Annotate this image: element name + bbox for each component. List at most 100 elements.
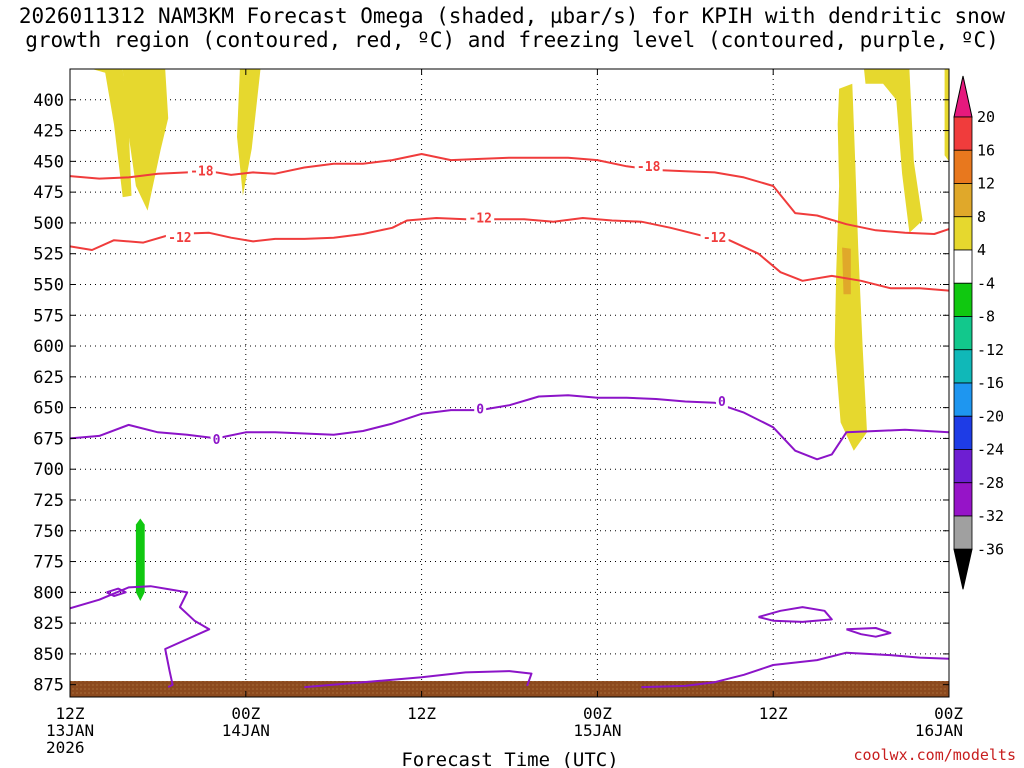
colorbar-swatch <box>953 249 973 284</box>
colorbar-label: -4 <box>977 274 995 292</box>
y-tick-label: 750 <box>33 522 64 542</box>
colorbar-swatch <box>953 149 973 184</box>
y-tick-label: 775 <box>33 553 64 573</box>
colorbar-label: -36 <box>977 540 1004 558</box>
terrain-band <box>70 680 949 697</box>
x-axis-label: Forecast Time (UTC) <box>401 749 618 768</box>
colorbar-label: -20 <box>977 407 1004 425</box>
omega-region <box>864 69 923 233</box>
omega-shading <box>92 69 949 601</box>
contour-line <box>106 587 127 597</box>
contour-label: -12 <box>468 211 491 226</box>
y-tick-label: 525 <box>33 245 64 265</box>
x-tick-label: 12Z <box>407 704 436 723</box>
x-tick-label: 15JAN <box>573 721 621 740</box>
contour-line <box>70 217 949 292</box>
y-tick-label: 675 <box>33 429 64 449</box>
contour-line <box>70 394 949 461</box>
x-tick-label: 12Z <box>56 704 85 723</box>
omega-region <box>944 69 949 162</box>
y-tick-label: 450 <box>33 152 64 172</box>
contour-labels: -18 -18 -12 -12 -12 0 0 0 <box>165 159 729 448</box>
y-tick-label: 425 <box>33 122 64 142</box>
x-tick-label: 00Z <box>231 704 260 723</box>
contour-label-bg <box>715 394 728 409</box>
omega-region <box>122 69 169 211</box>
colorbar-swatch <box>953 216 973 251</box>
contour-label: -18 <box>637 160 661 175</box>
colorbar-label: -28 <box>977 474 1004 492</box>
x-tick-label: 14JAN <box>222 721 270 740</box>
credit-text: coolwx.com/modelts <box>853 746 1016 764</box>
colorbar-label: 4 <box>977 241 986 259</box>
omega-region <box>842 247 851 295</box>
x-tick-label: 13JAN <box>46 721 94 740</box>
contour-line <box>70 153 949 235</box>
omega-region <box>237 69 261 196</box>
omega-region <box>834 83 867 451</box>
colorbar-swatch <box>953 316 973 351</box>
colorbar-label: 20 <box>977 108 995 126</box>
colorbar-swatch <box>953 449 973 484</box>
y-tick-label: 400 <box>33 91 64 111</box>
contour-label: 0 <box>476 402 484 417</box>
y-tick-label: 500 <box>33 214 64 234</box>
colorbar-label: -8 <box>977 308 995 326</box>
y-tick-label: 725 <box>33 491 64 511</box>
colorbar-label: -12 <box>977 341 1004 359</box>
colorbar-swatch <box>953 282 973 317</box>
x-tick-label: 12Z <box>759 704 788 723</box>
colorbar-label: 8 <box>977 208 986 226</box>
colorbar-swatch <box>953 415 973 450</box>
y-tick-label: 550 <box>33 275 64 295</box>
y-tick-label: 800 <box>33 583 64 603</box>
chart-title-line-1: 2026011312 NAM3KM Forecast Omega (shaded… <box>18 4 1006 28</box>
x-tick-label: 2026 <box>46 738 85 757</box>
x-tick-label: 00Z <box>934 704 963 723</box>
colorbar-swatch <box>953 482 973 517</box>
omega-region <box>92 69 132 198</box>
plot-frame <box>69 68 950 698</box>
terrain-surface <box>70 680 949 697</box>
y-tick-label: 600 <box>33 337 64 357</box>
colorbar-label: 16 <box>977 141 995 159</box>
contour-label: -12 <box>168 231 191 246</box>
contour-label-bg <box>466 210 495 225</box>
contour-label-bg <box>187 164 216 179</box>
colorbar-label: 12 <box>977 175 995 193</box>
contour-line <box>758 606 833 623</box>
contour-label-bg <box>165 230 194 245</box>
y-tick-label: 825 <box>33 614 64 634</box>
y-tick-label: 850 <box>33 645 64 665</box>
contour-label-bg <box>700 230 729 245</box>
colorbar-label: -24 <box>977 441 1004 459</box>
y-axis-ticks: 400 425 450 475 500 525 550 575 600 625 650 675 700 7… <box>33 91 949 696</box>
y-tick-label: 875 <box>33 676 64 696</box>
y-tick-label: 650 <box>33 399 64 419</box>
contour-label: -18 <box>190 165 214 180</box>
y-tick-label: 575 <box>33 306 64 326</box>
colorbar-swatch <box>953 382 973 417</box>
colorbar-bottom-arrow <box>953 548 973 590</box>
colorbar-top-arrow <box>953 75 973 118</box>
omega-region <box>135 518 145 601</box>
colorbar-swatch <box>953 183 973 218</box>
colorbar-label: -32 <box>977 507 1004 525</box>
contour-label: 0 <box>718 395 726 410</box>
y-tick-label: 700 <box>33 460 64 480</box>
contour-label-bg <box>634 159 663 174</box>
chart-title-line-2: growth region (contoured, red, ºC) and f… <box>25 28 999 52</box>
y-tick-label: 625 <box>33 368 64 388</box>
colorbar-label: -16 <box>977 374 1004 392</box>
contour-line <box>304 670 533 689</box>
x-tick-label: 16JAN <box>915 721 963 740</box>
contour-label: 0 <box>213 433 221 448</box>
contour-lines <box>70 153 949 689</box>
colorbar-swatch <box>953 349 973 384</box>
contour-label-bg <box>210 432 223 447</box>
contour-label-bg <box>474 401 487 416</box>
contour-label: -12 <box>703 231 726 246</box>
colorbar: 20 16 12 8 4 -4 -8 -12 -16 -20 -24 -28 -32 -36 <box>953 75 1004 590</box>
